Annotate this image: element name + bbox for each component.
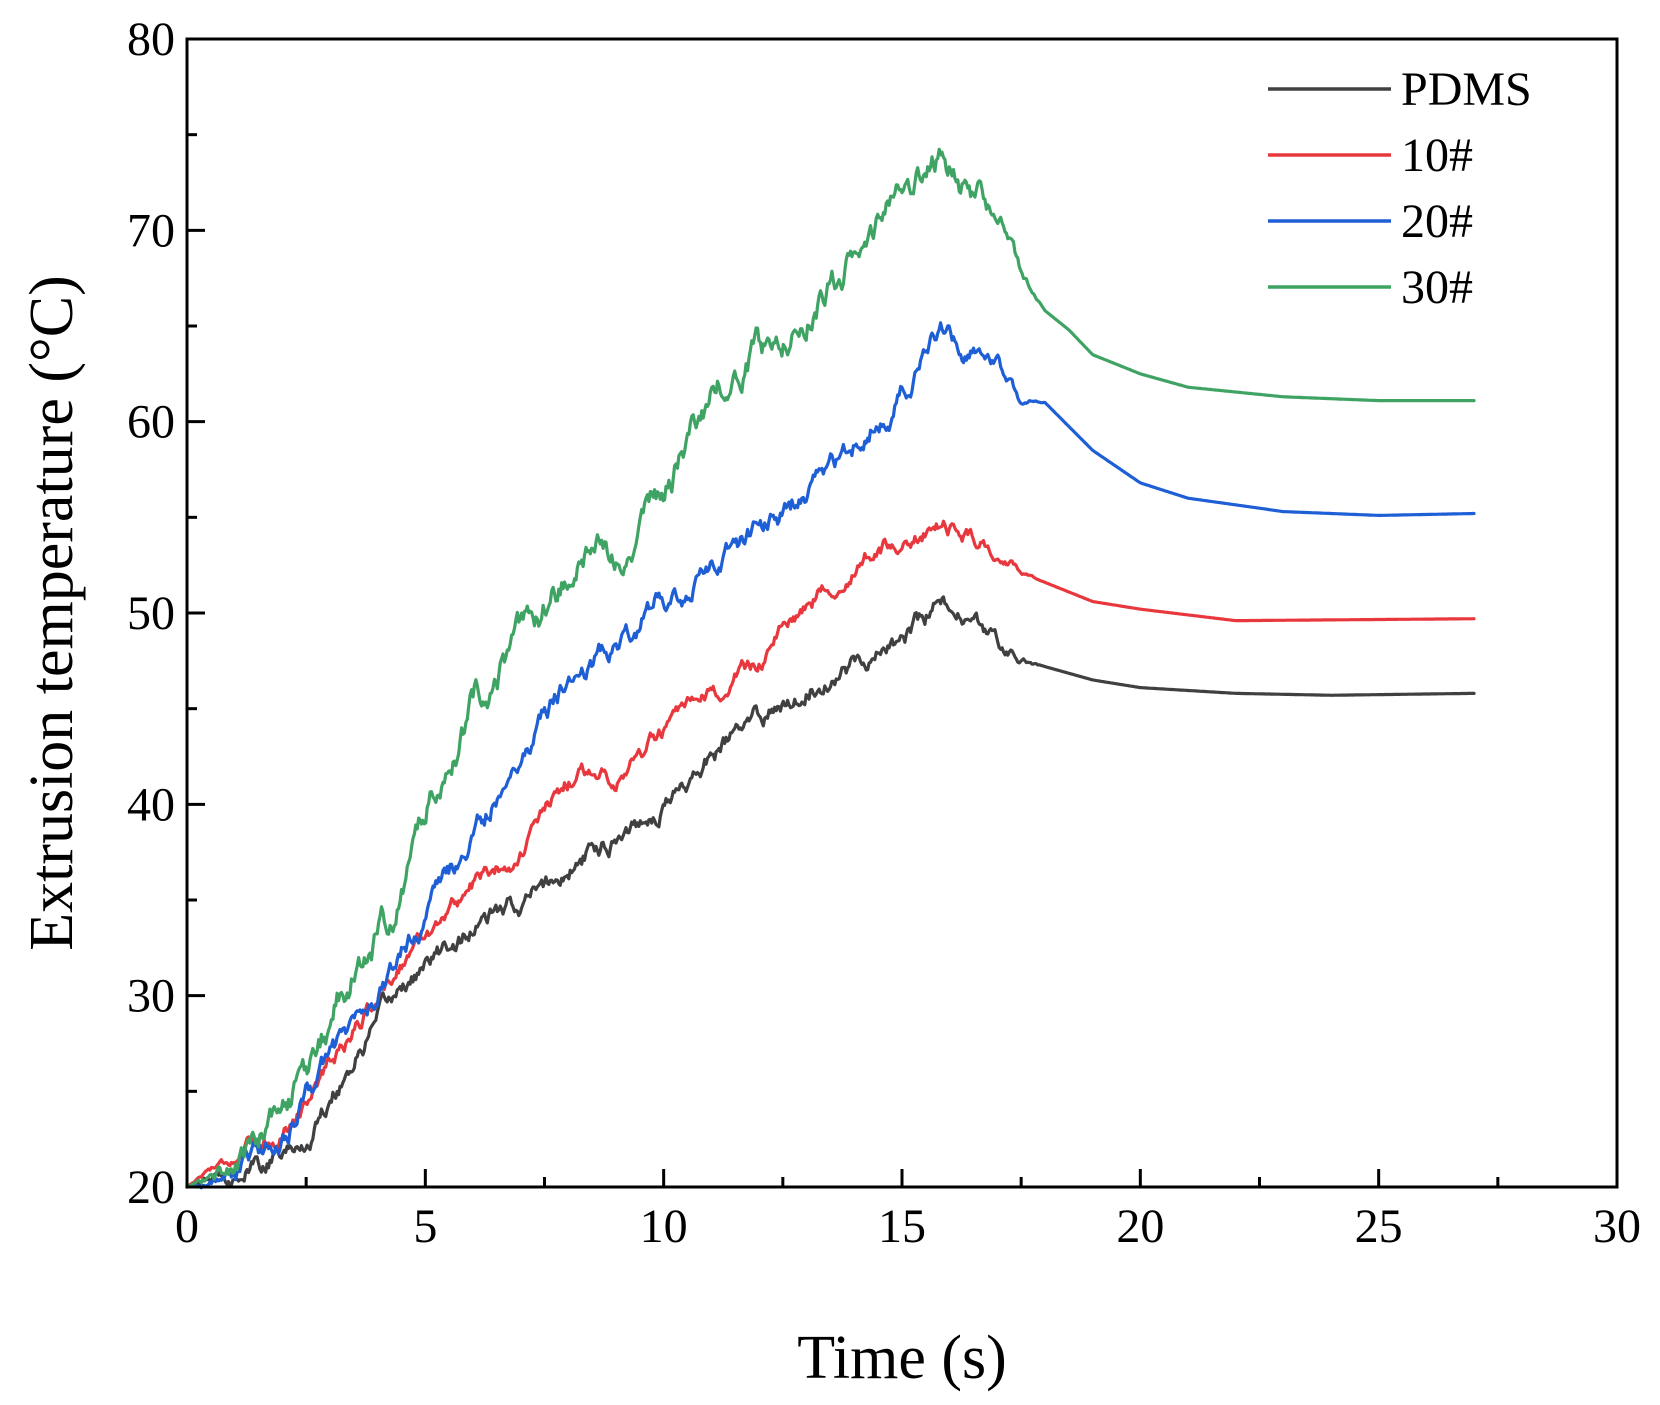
y-axis-title: Extrusion temperature (°C) — [18, 275, 86, 951]
x-tick-label-10: 10 — [640, 1200, 688, 1253]
y-tick-label-20: 20 — [127, 1161, 175, 1214]
x-axis-title: Time (s) — [797, 1324, 1007, 1392]
series-line-pdms — [185, 595, 1476, 1189]
legend-label-30: 30# — [1401, 261, 1473, 314]
plot-frame — [185, 37, 1619, 1189]
y-tick-label-40: 40 — [127, 778, 175, 831]
y-tick-label-80: 80 — [127, 13, 175, 66]
series-line-10 — [185, 519, 1476, 1189]
legend-label-20: 20# — [1401, 195, 1473, 248]
x-tick-label-20: 20 — [1116, 1200, 1164, 1253]
x-tick-label-0: 0 — [175, 1200, 199, 1253]
y-tick-label-50: 50 — [127, 587, 175, 640]
series-lines — [185, 147, 1476, 1190]
series-line-30 — [185, 147, 1476, 1189]
legend-label-pdms: PDMS — [1401, 63, 1532, 116]
tick-labels: 0 5 10 15 20 25 30 20 30 40 50 60 70 80 — [127, 13, 1641, 1253]
series-line-20 — [185, 321, 1476, 1190]
y-tick-label-60: 60 — [127, 396, 175, 449]
x-tick-label-15: 15 — [878, 1200, 926, 1253]
y-tick-label-30: 30 — [127, 970, 175, 1023]
y-tick-label-70: 70 — [127, 204, 175, 257]
legend-label-10: 10# — [1401, 129, 1473, 182]
x-tick-label-25: 25 — [1355, 1200, 1403, 1253]
x-tick-label-5: 5 — [413, 1200, 437, 1253]
x-tick-label-30: 30 — [1593, 1200, 1641, 1253]
legend: PDMS 10# 20# 30# — [1268, 63, 1532, 314]
